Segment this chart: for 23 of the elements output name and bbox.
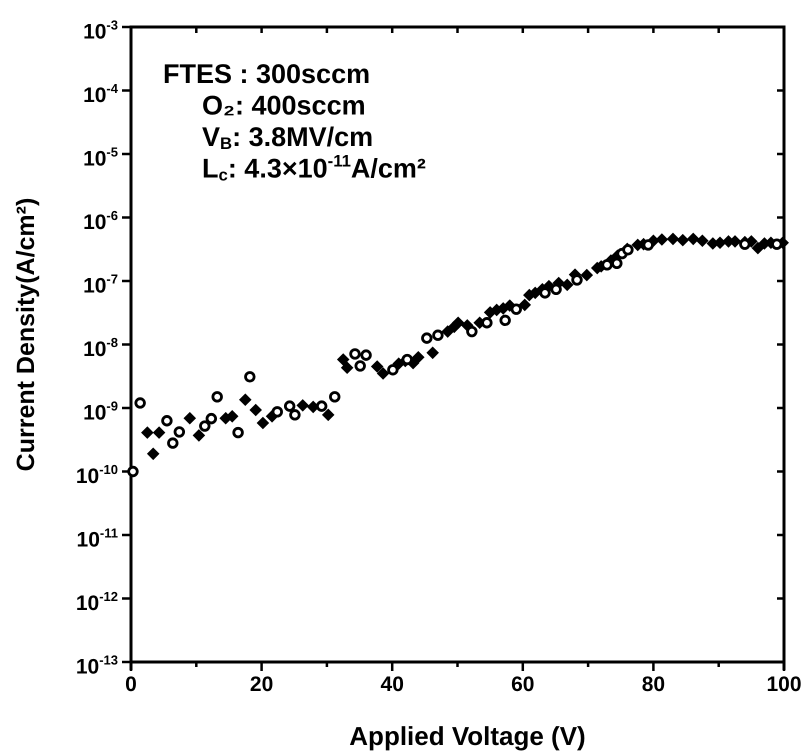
- annotation: L$_{c}$: 4.3×10$^{-11}$A/cm²: [202, 151, 426, 184]
- x-tick-label: 80: [642, 672, 666, 696]
- y-tick-label: 10$^{-7}$: [83, 272, 118, 298]
- x-axis-title: Applied Voltage (V): [349, 721, 586, 751]
- y-tick-label: 10$^{-6}$: [83, 208, 118, 234]
- annotation: FTES : 300sccm: [163, 59, 370, 89]
- y-tick-label: 10$^{-12}$: [76, 589, 118, 616]
- y-tick-label: 10$^{-13}$: [76, 652, 118, 679]
- y-tick-label: 10$^{-3}$: [83, 18, 118, 44]
- y-axis-title: Current Density(A/cm²): [12, 198, 40, 472]
- y-tick-label: 10$^{-8}$: [83, 335, 118, 362]
- x-tick-label: 20: [250, 672, 274, 696]
- x-tick-label: 40: [380, 672, 404, 696]
- x-tick-label: 100: [766, 672, 802, 696]
- x-tick-label: 60: [511, 672, 534, 696]
- y-tick-label: 10$^{-10}$: [76, 462, 118, 488]
- y-tick-label: 10$^{-4}$: [83, 81, 119, 108]
- annotation: V$_{B}$: 3.8MV/cm: [202, 122, 374, 153]
- y-tick-label: 10$^{-9}$: [83, 398, 118, 425]
- y-tick-label: 10$^{-5}$: [83, 144, 118, 171]
- annotation: O₂: 400sccm: [202, 90, 366, 120]
- x-tick-label: 0: [125, 672, 137, 696]
- y-tick-label: 10$^{-11}$: [76, 526, 118, 552]
